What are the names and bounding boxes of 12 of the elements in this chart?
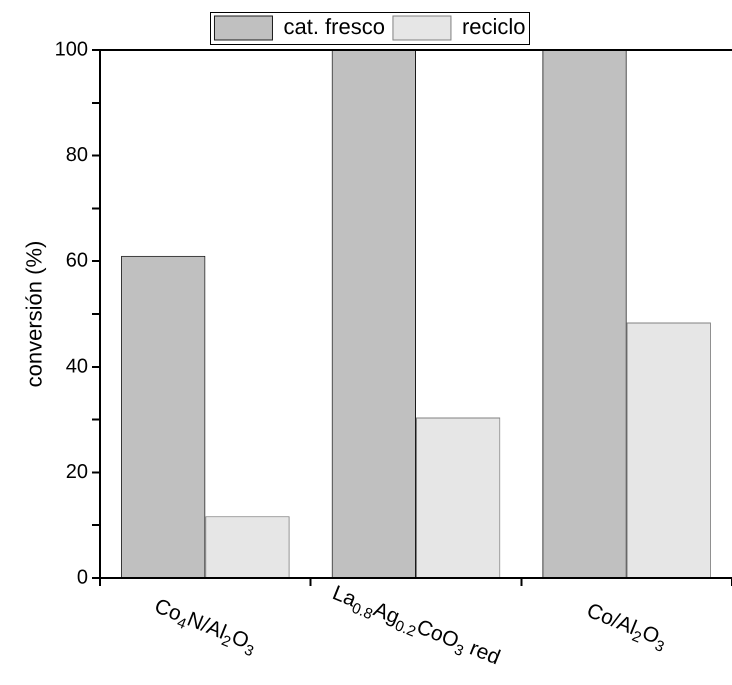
y-tick-label: 0: [76, 566, 88, 589]
x-tick-label: Co4N/Al2O3: [151, 594, 256, 660]
y-tick-label: 60: [66, 250, 88, 272]
y-tick-label: 80: [66, 144, 88, 166]
x-tick-label: La0.8Ag0.2CoO3 red: [329, 581, 504, 670]
y-tick-label: 100: [54, 38, 88, 61]
x-tick-label: Co/Al2O3: [584, 598, 666, 656]
legend-label: cat. fresco: [283, 14, 385, 40]
legend-label: reciclo: [462, 14, 526, 40]
y-tick-label: 20: [66, 460, 88, 483]
y-tick-label: 40: [66, 355, 88, 378]
y-axis-title: conversión (%): [21, 240, 46, 388]
